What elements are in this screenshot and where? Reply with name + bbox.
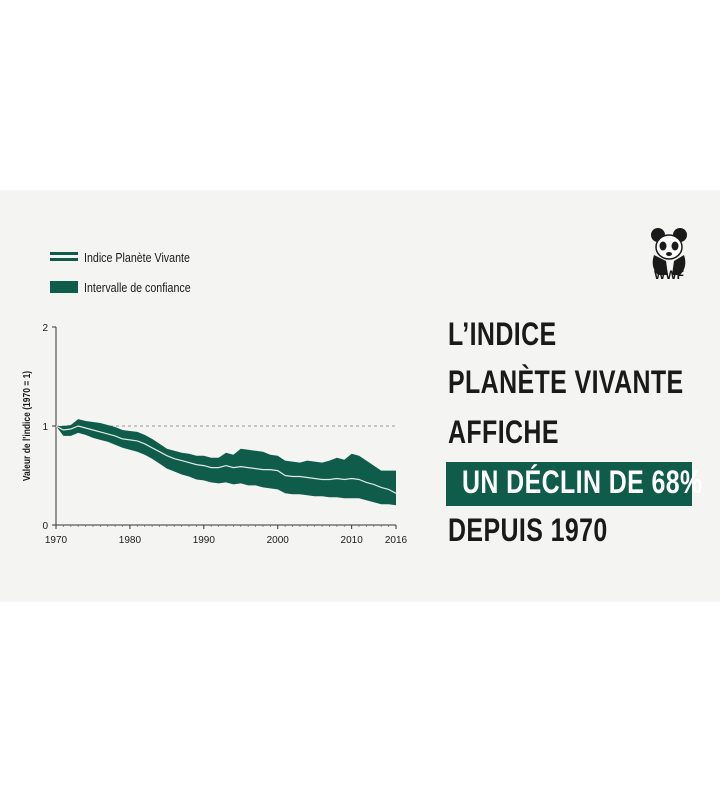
infographic-panel: [0, 190, 720, 602]
legend-label-confidence: Intervalle de confiance: [84, 279, 191, 295]
legend-item-index: Indice Planète Vivante: [50, 249, 213, 265]
y-axis-label: Valeur de l'indice (1970 = 1): [21, 371, 32, 481]
x-tick-label: 2016: [385, 535, 408, 546]
legend-item-confidence: Intervalle de confiance: [50, 279, 214, 295]
wwf-wordmark: WWF: [654, 268, 684, 282]
panda-logo-icon: [651, 228, 687, 275]
headline-highlight-box: [446, 462, 692, 506]
y-tick-label: 1: [42, 422, 48, 433]
headline-line-4: UN DÉCLIN DE 68%: [462, 464, 703, 500]
x-tick-label: 1980: [119, 535, 142, 546]
living-planet-index-chart: 0 1 2 1970 1980 1990 2000 2010 2016 Valeur de l'i…: [21, 323, 408, 546]
index-line: [55, 425, 397, 494]
headline-line-3: AFFICHE: [448, 414, 559, 450]
legend-swatch-line: [50, 252, 78, 262]
x-tick-label: 1990: [193, 535, 216, 546]
legend-label-index: Indice Planète Vivante: [84, 249, 190, 265]
confidence-band: [56, 419, 396, 506]
headline-line-1: L’INDICE: [448, 316, 557, 352]
x-tick-label: 2010: [341, 535, 364, 546]
y-tick-label: 0: [42, 521, 48, 532]
headline-line-2: PLANÈTE VIVANTE: [448, 364, 684, 400]
y-tick-label: 2: [42, 323, 48, 334]
headline-line-5: DEPUIS 1970: [448, 512, 608, 548]
legend-swatch-band: [50, 281, 78, 293]
x-tick-label: 2000: [267, 535, 290, 546]
x-tick-label: 1970: [45, 535, 68, 546]
